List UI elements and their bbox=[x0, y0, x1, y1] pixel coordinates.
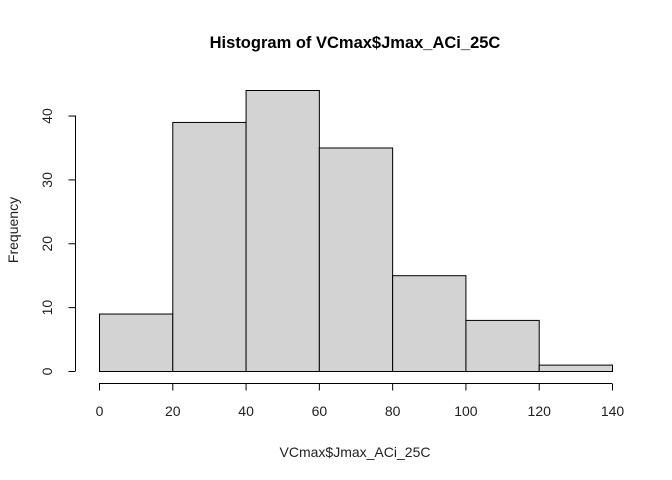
chart-title: Histogram of VCmax$Jmax_ACi_25C bbox=[210, 34, 501, 52]
y-axis: 0 10 20 30 40 bbox=[39, 108, 76, 375]
y-tick-label: 0 bbox=[39, 367, 55, 375]
x-tick-label: 140 bbox=[601, 403, 625, 419]
x-tick-label: 0 bbox=[96, 403, 104, 419]
histogram-bar-1 bbox=[172, 121, 247, 372]
y-tick-label: 40 bbox=[39, 108, 55, 124]
x-axis: 0 20 40 60 80 100 120 140 bbox=[96, 383, 625, 419]
histogram-bar-5 bbox=[465, 319, 540, 372]
x-tick-label: 120 bbox=[528, 403, 552, 419]
y-tick-label: 20 bbox=[39, 236, 55, 252]
histogram-bar-0 bbox=[99, 313, 174, 373]
histogram-bar-4 bbox=[392, 275, 467, 373]
x-tick-label: 80 bbox=[385, 403, 401, 419]
x-tick-label: 100 bbox=[454, 403, 478, 419]
x-tick-label: 20 bbox=[165, 403, 181, 419]
bars-group bbox=[99, 90, 614, 373]
x-tick-label: 40 bbox=[238, 403, 254, 419]
x-axis-label: VCmax$Jmax_ACi_25C bbox=[280, 444, 431, 460]
histogram-bar-2 bbox=[245, 90, 320, 372]
y-tick-label: 10 bbox=[39, 300, 55, 316]
histogram-bar-3 bbox=[318, 147, 394, 372]
histogram-bar-6 bbox=[538, 364, 614, 373]
y-tick-label: 30 bbox=[39, 172, 55, 188]
x-tick-label: 60 bbox=[312, 403, 328, 419]
y-axis-label: Frequency bbox=[5, 197, 21, 263]
